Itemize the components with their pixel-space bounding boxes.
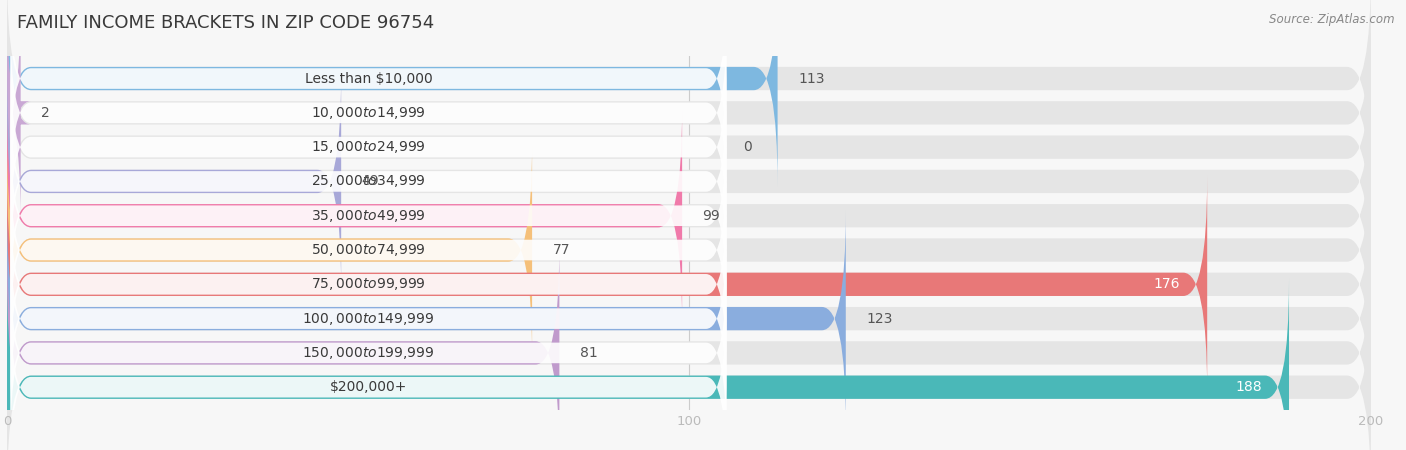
FancyBboxPatch shape [10, 295, 727, 450]
FancyBboxPatch shape [7, 108, 682, 324]
Text: FAMILY INCOME BRACKETS IN ZIP CODE 96754: FAMILY INCOME BRACKETS IN ZIP CODE 96754 [17, 14, 434, 32]
Text: $35,000 to $49,999: $35,000 to $49,999 [311, 208, 426, 224]
Text: Less than $10,000: Less than $10,000 [305, 72, 432, 86]
FancyBboxPatch shape [10, 89, 727, 274]
FancyBboxPatch shape [7, 244, 1371, 450]
FancyBboxPatch shape [7, 176, 1371, 393]
Text: $200,000+: $200,000+ [330, 380, 408, 394]
FancyBboxPatch shape [7, 176, 1208, 393]
FancyBboxPatch shape [10, 226, 727, 411]
Text: $25,000 to $34,999: $25,000 to $34,999 [311, 173, 426, 189]
Text: 77: 77 [553, 243, 569, 257]
FancyBboxPatch shape [10, 192, 727, 377]
FancyBboxPatch shape [7, 73, 1371, 290]
FancyBboxPatch shape [7, 210, 1371, 427]
FancyBboxPatch shape [7, 108, 1371, 324]
FancyBboxPatch shape [7, 0, 778, 187]
Text: $100,000 to $149,999: $100,000 to $149,999 [302, 310, 434, 327]
Text: $50,000 to $74,999: $50,000 to $74,999 [311, 242, 426, 258]
FancyBboxPatch shape [7, 279, 1289, 450]
Text: Source: ZipAtlas.com: Source: ZipAtlas.com [1270, 14, 1395, 27]
Text: $10,000 to $14,999: $10,000 to $14,999 [311, 105, 426, 121]
Text: $75,000 to $99,999: $75,000 to $99,999 [311, 276, 426, 292]
FancyBboxPatch shape [7, 4, 1371, 221]
Text: 123: 123 [866, 311, 893, 326]
FancyBboxPatch shape [10, 260, 727, 446]
Text: 49: 49 [361, 175, 380, 189]
FancyBboxPatch shape [10, 0, 727, 171]
Text: $150,000 to $199,999: $150,000 to $199,999 [302, 345, 434, 361]
FancyBboxPatch shape [7, 279, 1371, 450]
FancyBboxPatch shape [10, 20, 727, 206]
FancyBboxPatch shape [10, 158, 727, 342]
FancyBboxPatch shape [7, 39, 1371, 256]
FancyBboxPatch shape [7, 0, 1371, 187]
FancyBboxPatch shape [10, 123, 727, 308]
Text: 81: 81 [579, 346, 598, 360]
Text: 2: 2 [41, 106, 49, 120]
Text: 0: 0 [744, 140, 752, 154]
FancyBboxPatch shape [7, 142, 531, 358]
Text: $15,000 to $24,999: $15,000 to $24,999 [311, 139, 426, 155]
Text: 113: 113 [799, 72, 824, 86]
FancyBboxPatch shape [7, 73, 342, 290]
FancyBboxPatch shape [0, 4, 31, 221]
Text: 188: 188 [1234, 380, 1261, 394]
FancyBboxPatch shape [10, 54, 727, 240]
Text: 99: 99 [703, 209, 720, 223]
FancyBboxPatch shape [7, 210, 846, 427]
FancyBboxPatch shape [7, 142, 1371, 358]
Text: 176: 176 [1153, 277, 1180, 291]
FancyBboxPatch shape [7, 244, 560, 450]
